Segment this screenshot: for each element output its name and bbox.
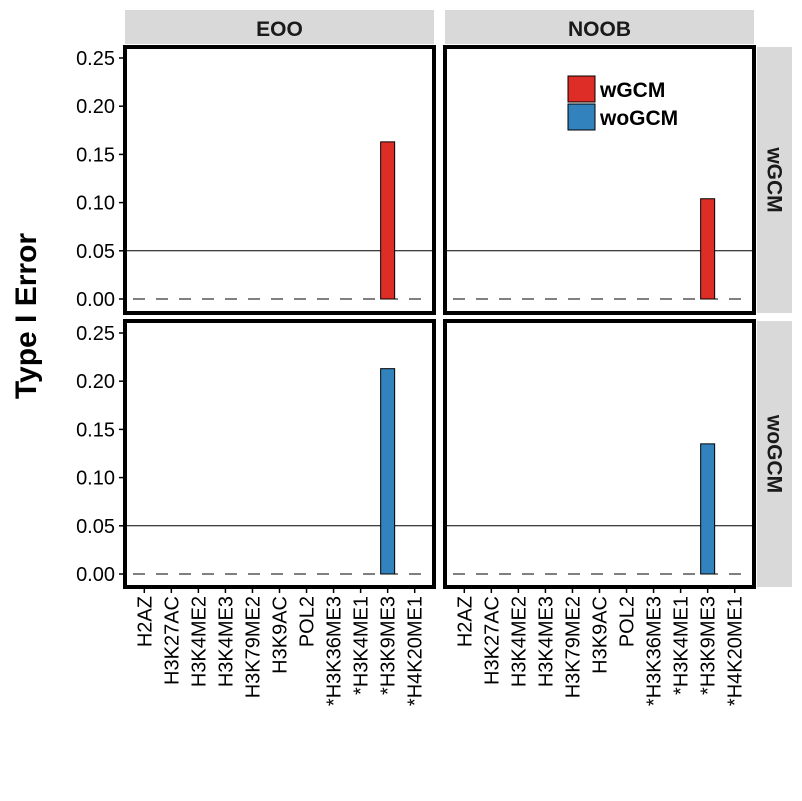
panel-border [443,319,756,589]
x-tick-label: H3K79ME2 [562,596,584,698]
y-tick-label: 0.10 [76,193,115,215]
x-tick-label: *H3K36ME3 [324,596,346,706]
strip-wogcm [757,321,792,587]
strip-wgcm [757,47,792,313]
y-tick-label: 0.00 [76,564,115,586]
y-tick-label: 0.25 [76,323,115,345]
x-tick-label: H3K79ME2 [242,596,264,698]
y-tick-label: 0.20 [76,371,115,393]
panel-border [443,45,756,315]
x-tick-label: *H4K20ME1 [405,596,427,706]
y-tick-label: 0.15 [76,144,115,166]
x-tick-label: *H3K36ME3 [644,596,666,706]
x-tick-label: H2AZ [134,596,156,647]
x-tick-label: H3K9AC [590,596,612,674]
panel-eoo-wgcm: 0.00 0.05 0.10 0.15 0.20 0.25 [76,45,436,315]
bar-star-h3k9me3 [380,141,396,300]
strip-noob [445,10,754,44]
y-tick-label: 0.10 [76,468,115,490]
bar-star-h3k9me3 [700,198,716,300]
x-tick-label: *H3K9ME3 [378,596,400,695]
x-tick-label: H3K4ME2 [188,596,210,687]
y-tick-label: 0.05 [76,241,115,263]
legend: wGCM woGCM [567,75,678,131]
y-axis-title: Type I Error [10,233,43,399]
panel-border [123,45,436,315]
x-tick-label: H2AZ [454,596,476,647]
strip-label-wgcm: wGCM [763,146,786,212]
panel-noob-wgcm [443,45,756,315]
chart-layer: EOO NOOB wGCM woGCM 0.00 0.05 0.10 0.15 0.20 0.25… [76,10,792,706]
y-tick-label: 0.05 [76,516,115,538]
x-tick-label: *H3K4ME1 [671,596,693,695]
x-tick-label: H3K4ME3 [215,596,237,687]
y-tick-label: 0.00 [76,289,115,311]
panel-border [123,319,436,589]
y-tick-label: 0.15 [76,419,115,441]
x-tick-label: *H4K20ME1 [725,596,747,706]
bar-star-h3k9me3 [380,368,396,575]
bar-star-h3k9me3 [700,443,716,575]
x-tick-label: POL2 [617,596,639,647]
y-tick-label: 0.20 [76,96,115,118]
legend-label-wgcm: wGCM [599,79,665,102]
strip-label-noob: NOOB [568,18,631,41]
panel-noob-wogcm: H2AZ H3K27AC H3K4ME2 H3K4ME3 H3K79ME2 H3K9AC P… [443,319,756,706]
strip-label-wogcm: woGCM [763,414,786,493]
x-tick-label: H3K27AC [481,596,503,685]
legend-label-wogcm: woGCM [599,107,678,130]
strip-eoo [125,10,434,44]
x-tick-label: POL2 [297,596,319,647]
x-tick-label: *H3K9ME3 [698,596,720,695]
x-tick-label: H3K27AC [161,596,183,685]
y-tick-label: 0.25 [76,48,115,70]
x-tick-label: H3K4ME3 [535,596,557,687]
legend-swatch-wgcm [567,75,596,103]
x-tick-label: H3K4ME2 [508,596,530,687]
x-tick-label: *H3K4ME1 [351,596,373,695]
x-tick-label: H3K9AC [270,596,292,674]
legend-swatch-wogcm [567,103,596,131]
strip-label-eoo: EOO [256,18,303,41]
